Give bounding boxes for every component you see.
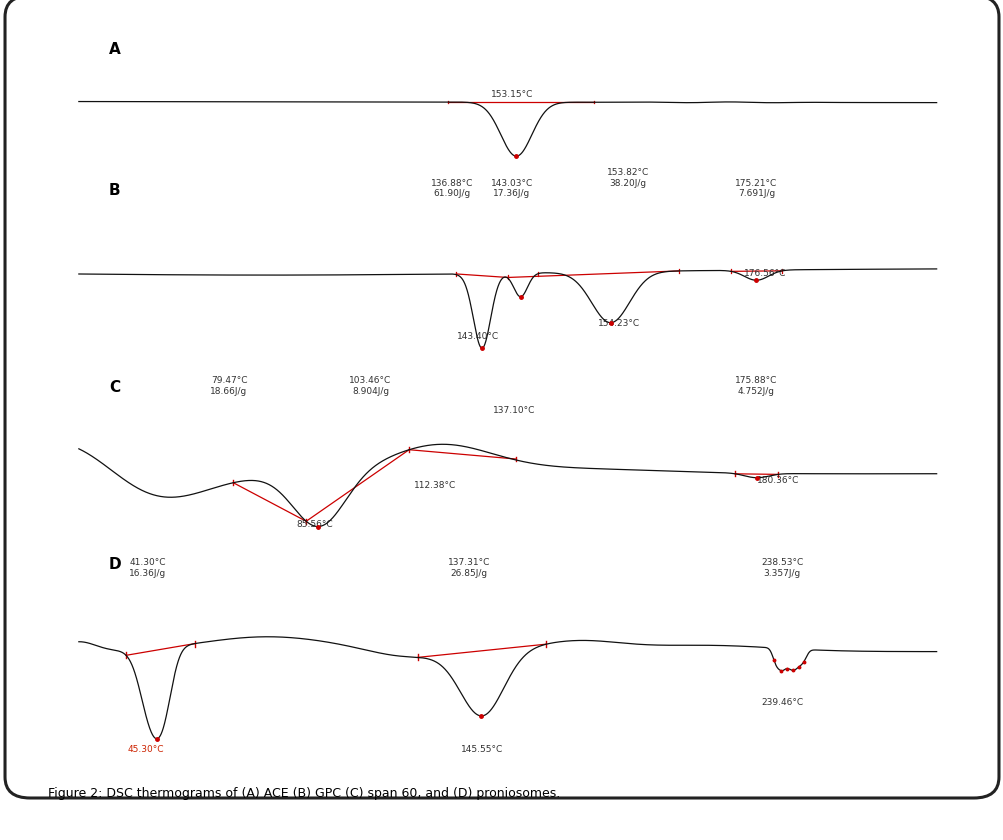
Text: 180.36°C: 180.36°C	[756, 476, 798, 485]
Text: 176.56°C: 176.56°C	[743, 269, 785, 277]
Text: 239.46°C: 239.46°C	[760, 698, 802, 707]
Text: Figure 2: DSC thermograms of (A) ACE (B) GPC (C) span 60, and (D) proniosomes.: Figure 2: DSC thermograms of (A) ACE (B)…	[48, 787, 560, 801]
Text: B: B	[108, 183, 120, 198]
Text: 143.03°C
17.36J/g: 143.03°C 17.36J/g	[490, 179, 533, 198]
Text: 79.47°C
18.66J/g: 79.47°C 18.66J/g	[211, 376, 248, 396]
Text: 45.30°C: 45.30°C	[127, 745, 163, 753]
Text: D: D	[108, 557, 121, 572]
Text: 103.46°C
8.904J/g: 103.46°C 8.904J/g	[349, 376, 391, 396]
Text: 137.10°C: 137.10°C	[492, 406, 536, 415]
Text: 238.53°C
3.357J/g: 238.53°C 3.357J/g	[760, 559, 802, 578]
Text: C: C	[108, 380, 120, 395]
Text: 136.88°C
61.90J/g: 136.88°C 61.90J/g	[430, 179, 472, 198]
Text: 112.38°C: 112.38°C	[413, 480, 455, 490]
Text: 41.30°C
16.36J/g: 41.30°C 16.36J/g	[128, 559, 165, 578]
Text: 137.31°C
26.85J/g: 137.31°C 26.85J/g	[447, 559, 489, 578]
Text: 145.55°C: 145.55°C	[460, 745, 503, 753]
Text: 143.40°C: 143.40°C	[456, 332, 498, 341]
Text: 175.88°C
4.752J/g: 175.88°C 4.752J/g	[734, 376, 777, 396]
Text: A: A	[108, 42, 120, 57]
Text: 153.82°C
38.20J/g: 153.82°C 38.20J/g	[606, 168, 648, 187]
Text: 154.23°C: 154.23°C	[598, 318, 640, 328]
Text: 175.21°C
7.691J/g: 175.21°C 7.691J/g	[734, 179, 777, 198]
FancyBboxPatch shape	[5, 0, 998, 798]
Text: 85.56°C: 85.56°C	[296, 519, 333, 528]
Text: 153.15°C: 153.15°C	[490, 90, 533, 98]
